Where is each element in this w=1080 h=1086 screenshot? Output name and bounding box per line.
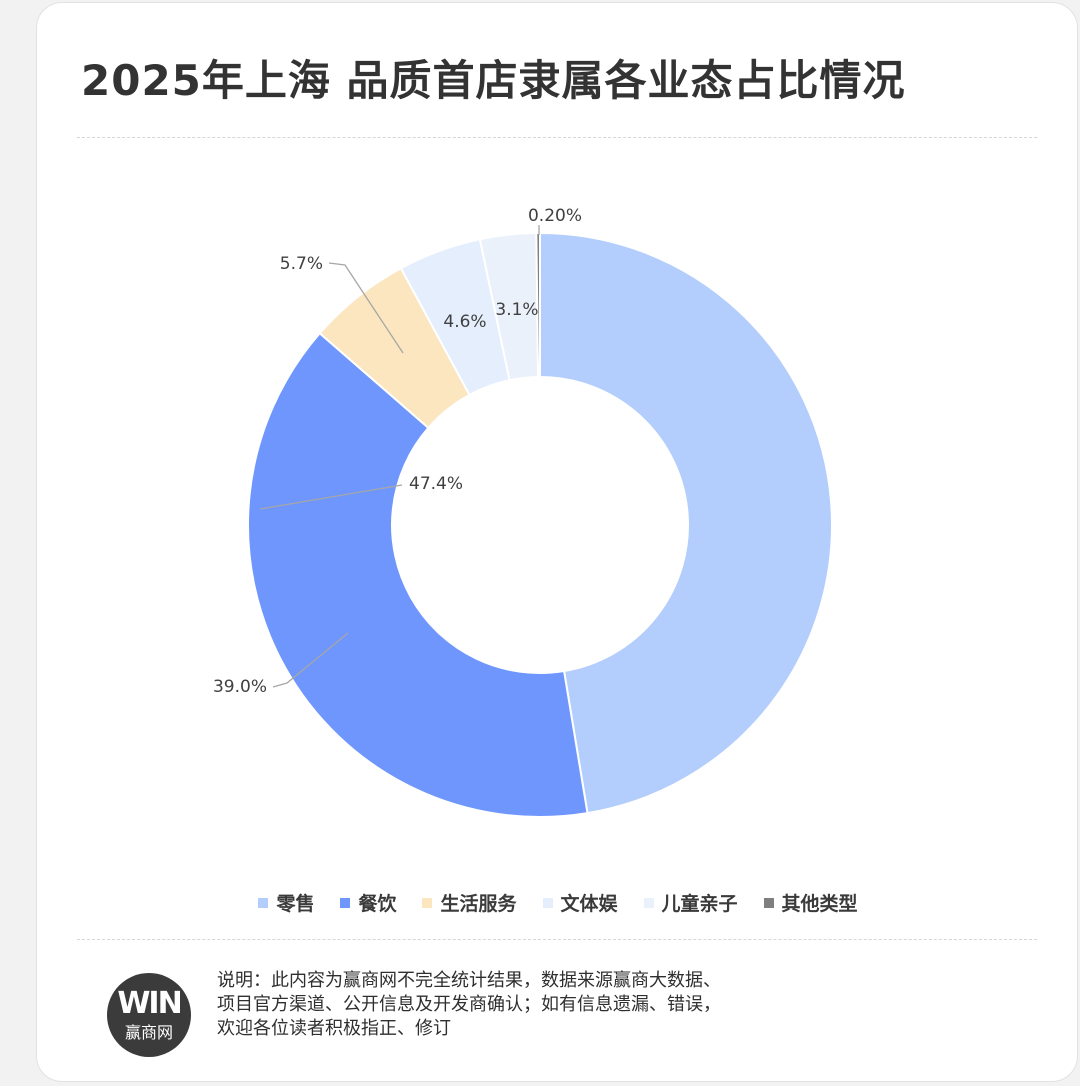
legend-item-4: 文体娱	[542, 889, 618, 916]
data-label-6: 0.20%	[528, 206, 582, 226]
legend-item-3: 生活服务	[422, 889, 517, 916]
legend-swatch	[340, 897, 351, 908]
legend-item-1: 零售	[258, 889, 314, 916]
legend-label: 餐饮	[358, 893, 397, 915]
note-line: 说明：此内容为赢商网不完全统计结果，数据来源赢商大数据、	[217, 970, 721, 991]
slice-1	[539, 231, 833, 815]
leader-line-2	[272, 632, 349, 688]
legend-swatch	[763, 897, 774, 908]
slice-6	[535, 231, 541, 379]
data-label-2: 39.0%	[213, 677, 267, 697]
legend-swatch	[542, 897, 553, 908]
data-label-3: 5.7%	[280, 254, 323, 274]
bottom-divider	[77, 939, 1037, 940]
donut-chart: 47.4% 39.0% 5.7% 4.6% 3.1% 0.20%	[213, 206, 833, 818]
legend-label: 文体娱	[560, 893, 618, 915]
legend-label: 生活服务	[440, 893, 517, 915]
top-divider	[77, 137, 1037, 138]
legend-swatch	[422, 897, 433, 908]
data-label-1: 47.4%	[409, 474, 463, 494]
leader-line-3	[328, 262, 404, 354]
footer: WIN 赢商网 说明：此内容为赢商网不完全统计结果，数据来源赢商大数据、 项目官…	[107, 969, 1007, 1059]
note-line: 欢迎各位读者积极指正、修订	[217, 1018, 451, 1039]
slice-2	[247, 331, 589, 818]
legend-label: 零售	[276, 893, 315, 915]
chart-title: 2025年上海 品质首店隶属各业态占比情况	[81, 56, 906, 105]
logo-mark: WIN	[117, 986, 182, 1021]
legend-label: 儿童亲子	[661, 893, 738, 915]
note-line: 项目官方渠道、公开信息及开发商确认；如有信息遗漏、错误，	[217, 994, 721, 1015]
chart-card: 2025年上海 品质首店隶属各业态占比情况 47.4% 39.0% 5.7% 4.6%…	[36, 2, 1078, 1082]
data-label-4: 4.6%	[443, 312, 486, 332]
source-note: 说明：此内容为赢商网不完全统计结果，数据来源赢商大数据、 项目官方渠道、公开信息…	[217, 969, 977, 1041]
legend-swatch	[258, 897, 269, 908]
chart-legend: 零售 餐饮 生活服务 文体娱 儿童亲子 其他类型	[37, 889, 1077, 916]
brand-logo: WIN 赢商网	[107, 973, 191, 1057]
legend-item-5: 儿童亲子	[643, 889, 738, 916]
logo-text: 赢商网	[124, 1023, 173, 1042]
legend-item-6: 其他类型	[763, 889, 858, 916]
legend-swatch	[643, 897, 654, 908]
leader-line-1	[259, 484, 403, 510]
data-label-5: 3.1%	[495, 300, 538, 320]
legend-item-2: 餐饮	[340, 889, 396, 916]
legend-label: 其他类型	[781, 893, 858, 915]
